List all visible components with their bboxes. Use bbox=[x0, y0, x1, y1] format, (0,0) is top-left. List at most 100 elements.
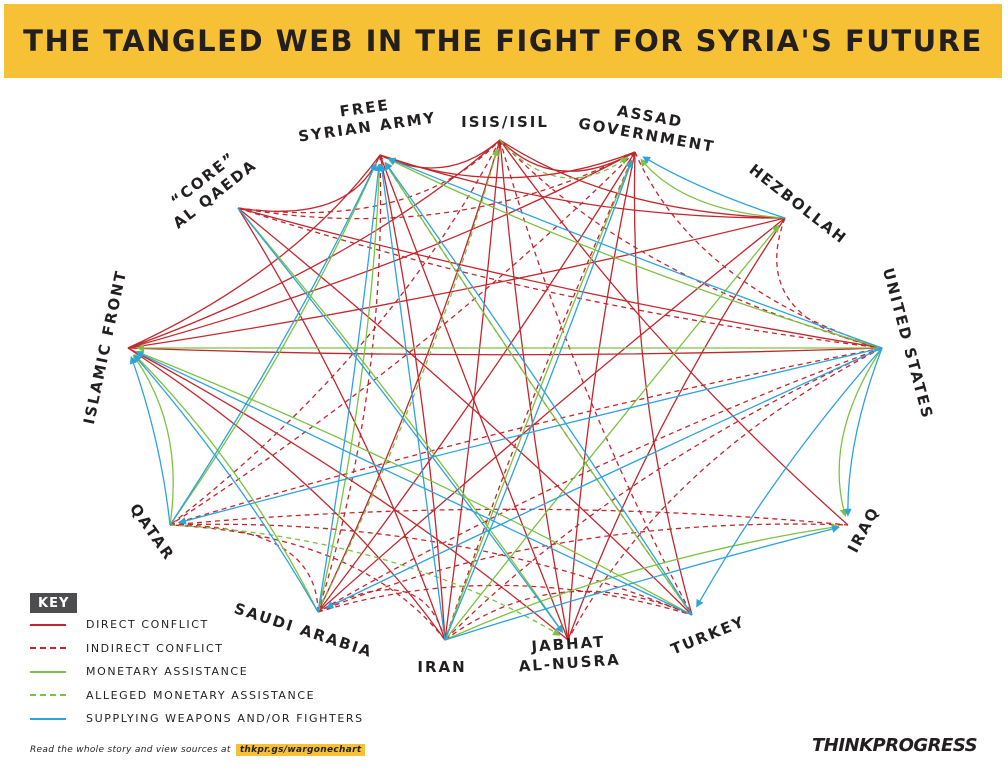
edge-weapons-hezbollah-assad bbox=[642, 156, 786, 219]
edge-indirect-aq-isis bbox=[237, 139, 501, 214]
footer-note: Read the whole story and view sources at… bbox=[30, 744, 366, 756]
edge-monetary-iran-assad bbox=[444, 159, 633, 641]
edge-direct-isis-hezbollah bbox=[499, 139, 786, 219]
edge-weapons-us-turkey bbox=[696, 347, 883, 608]
edge-direct-assad-saudi bbox=[317, 151, 636, 613]
edge-indirect-isis-turkey bbox=[499, 139, 693, 616]
source-link[interactable]: thkpr.gs/wargonechart bbox=[235, 744, 366, 756]
node-label-line: ISLAMIC FRONT bbox=[80, 268, 130, 426]
node-label-line: HEZBOLLAH bbox=[746, 160, 851, 248]
legend-swatch-direct bbox=[30, 623, 66, 626]
edge-indirect-qatar-turkey bbox=[169, 523, 693, 616]
edge-direct-iran-islamic bbox=[127, 347, 446, 641]
edge-direct-hezbollah-nusra bbox=[567, 217, 786, 641]
edge-direct-iran-aq bbox=[237, 207, 446, 641]
edge-weapons-turkey-fsa bbox=[384, 161, 693, 616]
legend: KEY DIRECT CONFLICT INDIRECT CONFLICT MO… bbox=[30, 592, 364, 731]
node-label-islamic: ISLAMIC FRONT bbox=[80, 268, 130, 426]
edge-indirect-saudi-iraq bbox=[317, 523, 849, 613]
edge-indirect-isis-qatar bbox=[169, 139, 501, 526]
node-label-assad: ASSADGOVERNMENT bbox=[577, 95, 720, 156]
footer-text: Read the whole story and view sources at bbox=[30, 745, 231, 755]
edge-direct-isis-nusra bbox=[499, 139, 569, 641]
edge-weapons-us-iraq bbox=[843, 347, 883, 517]
edge-direct-hezbollah-saudi bbox=[317, 217, 786, 613]
edge-direct-isis-islamic bbox=[127, 139, 501, 349]
edge-direct-us-islamic bbox=[127, 347, 883, 356]
edge-indirect-assad-qatar bbox=[169, 151, 636, 526]
node-label-line: ISIS/ISIL bbox=[461, 113, 549, 131]
edge-indirect-aq-assad bbox=[237, 151, 636, 220]
edge-indirect-iran-qatar bbox=[169, 524, 446, 641]
edge-weapons-iran-assad bbox=[444, 159, 634, 641]
legend-swatch-weapons bbox=[30, 717, 66, 720]
node-label-line: JABHAT bbox=[530, 633, 606, 656]
node-label-line: IRAN bbox=[417, 658, 466, 676]
legend-item-monetary: MONETARY ASSISTANCE bbox=[30, 660, 364, 684]
edge-indirect-us-nusra bbox=[567, 347, 883, 641]
edge-monetary-turkey-islamic bbox=[135, 350, 693, 616]
edge-direct-isis-iraq bbox=[499, 139, 849, 526]
node-label-line: IRAQ bbox=[844, 504, 883, 556]
node-label-nusra: JABHATAL-NUSRA bbox=[517, 632, 621, 676]
edge-direct-assad-nusra bbox=[567, 151, 636, 641]
node-label-iraq: IRAQ bbox=[844, 504, 883, 556]
edge-weapons-us-saudi bbox=[325, 347, 883, 609]
edge-monetary-qatar-fsa bbox=[169, 162, 377, 526]
legend-item-indirect-conflict: INDIRECT CONFLICT bbox=[30, 637, 364, 661]
edge-monetary-qatar-islamic bbox=[132, 354, 174, 526]
edge-monetary-iran-iraq bbox=[444, 523, 840, 641]
legend-swatch-indirect bbox=[30, 647, 66, 650]
node-label-fsa: FREESYRIAN ARMY bbox=[295, 90, 438, 146]
edge-weapons-qatar-islamic bbox=[129, 355, 171, 526]
edge-direct-isis-assad bbox=[499, 139, 636, 172]
edge-weapons-iran-iraq bbox=[444, 525, 840, 641]
node-label-line: UNITED STATES bbox=[879, 266, 937, 421]
edge-alleged-qatar-nusra bbox=[169, 524, 561, 636]
node-label-isis: ISIS/ISIL bbox=[461, 113, 549, 131]
edge-weapons-iran-fsa bbox=[378, 163, 446, 641]
legend-item-direct-conflict: DIRECT CONFLICT bbox=[30, 613, 364, 637]
edge-direct-isis-saudi bbox=[317, 139, 501, 613]
edge-weapons-turkey-islamic bbox=[135, 351, 693, 616]
edge-indirect-us-saudi bbox=[317, 347, 883, 613]
edge-indirect-assad-iran bbox=[444, 151, 636, 641]
edge-monetary-iran-hezbollah bbox=[444, 224, 780, 641]
legend-label: SUPPLYING WEAPONS AND/OR FIGHTERS bbox=[86, 712, 364, 726]
edge-weapons-saudi-islamic bbox=[133, 354, 319, 613]
edge-indirect-saudi-qatar bbox=[169, 524, 319, 613]
edge-alleged-isis-assad bbox=[499, 139, 629, 179]
legend-label: INDIRECT CONFLICT bbox=[86, 641, 224, 655]
thinkprogress-logo: THINKPROGRESS bbox=[812, 735, 978, 756]
edge-monetary-saudi-islamic bbox=[133, 354, 319, 613]
edge-indirect-saudi-turkey bbox=[317, 584, 693, 616]
edge-direct-hezbollah-islamic bbox=[127, 217, 786, 349]
title-banner: THE TANGLED WEB IN THE FIGHT FOR SYRIA'S… bbox=[4, 4, 1002, 78]
edge-indirect-qatar-iraq bbox=[169, 508, 849, 526]
edge-indirect-fsa-turkey bbox=[379, 154, 693, 616]
edge-direct-nusra-islamic bbox=[127, 347, 569, 641]
legend-label: MONETARY ASSISTANCE bbox=[86, 665, 249, 679]
legend-label: DIRECT CONFLICT bbox=[86, 618, 209, 632]
edge-direct-fsa-hezbollah bbox=[379, 154, 786, 219]
edge-monetary-us-iraq bbox=[838, 347, 883, 517]
page-title: THE TANGLED WEB IN THE FIGHT FOR SYRIA'S… bbox=[23, 24, 983, 58]
node-label-line: TURKEY bbox=[668, 612, 748, 658]
node-label-hezbollah: HEZBOLLAH bbox=[746, 160, 851, 248]
edge-direct-fsa-aq bbox=[237, 154, 381, 212]
edge-indirect-us-iran bbox=[444, 347, 883, 641]
edge-monetary-aq-nusra bbox=[237, 207, 564, 634]
edge-monetary-hezbollah-assad bbox=[640, 158, 786, 219]
node-label-qatar: QATAR bbox=[126, 500, 178, 564]
legend-swatch-monetary bbox=[30, 670, 66, 673]
edge-weapons-saudi-fsa bbox=[317, 163, 383, 613]
edge-direct-turkey-aq bbox=[237, 207, 693, 616]
edge-monetary-turkey-fsa bbox=[384, 162, 693, 616]
legend-item-alleged-monetary: ALLEGED MONETARY ASSISTANCE bbox=[30, 684, 364, 708]
node-label-iran: IRAN bbox=[417, 658, 466, 676]
legend-label: ALLEGED MONETARY ASSISTANCE bbox=[86, 688, 316, 702]
edge-indirect-fsa-saudi bbox=[317, 154, 382, 613]
legend-swatch-alleged bbox=[30, 694, 66, 697]
edge-direct-fsa-islamic bbox=[127, 154, 381, 349]
